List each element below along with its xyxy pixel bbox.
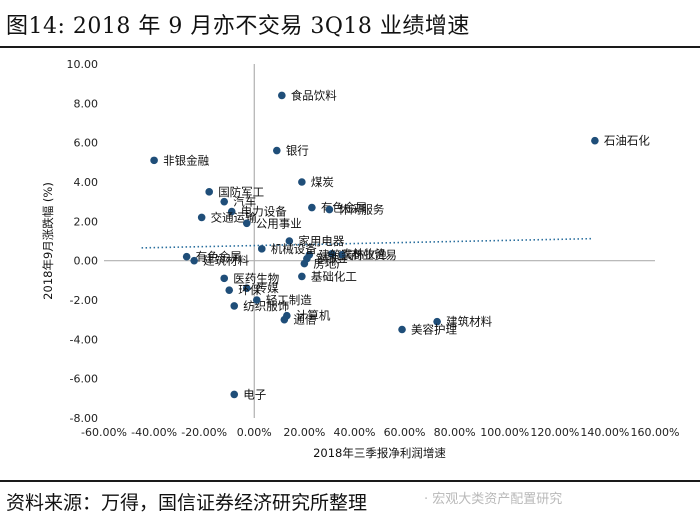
point-label: 房地产 (313, 257, 348, 271)
point-label: 建筑材料 (203, 254, 249, 268)
data-point (230, 302, 239, 310)
data-point (227, 207, 236, 216)
point-label: 电力设备 (241, 205, 287, 219)
data-point (205, 188, 213, 196)
x-tick-label: 100.00% (480, 426, 529, 439)
x-tick-label: 120.00% (530, 426, 579, 439)
y-tick-label: 8.00 (74, 97, 99, 110)
data-point (230, 390, 239, 399)
data-point (298, 272, 306, 281)
y-tick-label: 4.00 (74, 176, 99, 189)
point-label: 国防军工 (218, 185, 264, 199)
point-label: 非银金融 (163, 153, 209, 167)
point-label: 石油石化 (604, 134, 650, 148)
x-axis-title: 2018年三季报净利润增速 (313, 446, 446, 460)
point-label: 汽车 (233, 195, 256, 209)
point-label: 电子 (243, 387, 266, 401)
y-tick-label: 2.00 (74, 215, 99, 228)
point-label: 公用事业 (256, 216, 302, 230)
y-tick-label: 6.00 (74, 137, 99, 150)
x-tick-label: 160.00% (631, 426, 680, 439)
data-point (398, 325, 406, 334)
y-tick-label: 0.00 (74, 255, 99, 268)
data-point (242, 284, 251, 293)
point-label: 食品饮料 (291, 88, 337, 102)
data-point (300, 259, 309, 268)
point-label: 环保 (238, 283, 261, 297)
y-tick-label: -6.00 (70, 373, 98, 386)
data-point (278, 91, 286, 100)
x-tick-label: 0.00% (237, 426, 272, 439)
data-point (225, 286, 234, 294)
point-label: 煤炭 (311, 175, 334, 189)
y-axis-title: 2018年9月涨跌幅 (%) (41, 182, 55, 300)
data-point (220, 274, 229, 283)
point-label: 休闲服务 (338, 203, 384, 217)
point-label: 机械设备 (271, 242, 317, 256)
data-point (280, 315, 289, 324)
point-label: 银行 (286, 144, 309, 158)
data-point (220, 197, 229, 206)
point-label: 医药生物 (233, 271, 279, 285)
source-note: 资料来源：万得，国信证券经济研究所整理 (6, 492, 368, 514)
x-tick-label: -60.00% (81, 426, 127, 439)
scatter-chart: -60.00% -40.00% -20.00% 0.00% 20.00% 40.00% 60… (41, 58, 680, 460)
data-point (197, 213, 206, 222)
data-point (150, 156, 158, 165)
data-point (257, 245, 266, 253)
y-tick-label: 10.00 (67, 58, 99, 71)
x-tick-label: 60.00% (384, 426, 426, 439)
x-tick-label: -40.00% (131, 426, 177, 439)
y-tick-label: -2.00 (70, 294, 98, 307)
data-point (298, 178, 306, 186)
x-tick-label: 140.00% (580, 426, 629, 439)
point-label: 建筑装饰 (318, 248, 364, 262)
trend-line (141, 237, 593, 249)
data-point (328, 249, 336, 258)
point-label: 通信 (293, 313, 316, 327)
data-point (308, 203, 316, 212)
point-label: 建筑材料 (446, 315, 492, 329)
watermark-text: · 宏观大类资产配置研究 (424, 492, 563, 507)
point-label: 计算机 (296, 309, 331, 323)
data-point (252, 296, 261, 304)
data-point (273, 146, 281, 155)
x-tick-label: 40.00% (333, 426, 375, 439)
data-point (285, 237, 294, 245)
data-point (190, 256, 198, 265)
y-tick-label: -4.00 (70, 333, 98, 346)
title-rule (0, 46, 700, 48)
source-rule (0, 480, 700, 482)
data-point (182, 252, 191, 261)
y-tick-label: -8.00 (70, 412, 98, 425)
point-label: 有色金属 (196, 250, 242, 264)
x-tick-label: 80.00% (434, 426, 476, 439)
point-label: 商业贸易 (351, 248, 397, 262)
point-label: 轻工制造 (266, 293, 312, 307)
x-tick-label: 20.00% (283, 426, 325, 439)
point-label: 传媒 (256, 281, 279, 295)
chart-title: 图14: 2018 年 9 月亦不交易 3Q18 业绩增速 (6, 14, 470, 39)
point-label: 钢铁 (316, 252, 339, 266)
point-label: 基础化工 (311, 269, 357, 283)
data-point (325, 205, 334, 214)
point-label: 家用电器 (298, 234, 344, 248)
point-label: 美容护理 (411, 323, 457, 337)
x-tick-label: -20.00% (181, 426, 227, 439)
data-point (591, 136, 599, 145)
data-point (433, 317, 441, 326)
point-label: 农林牧渔 (341, 247, 387, 261)
data-point (338, 250, 346, 259)
data-point (242, 219, 251, 228)
